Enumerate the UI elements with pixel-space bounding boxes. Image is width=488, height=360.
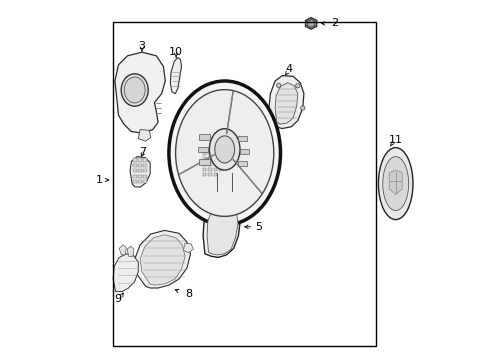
Ellipse shape (175, 90, 273, 216)
Text: 2: 2 (330, 18, 337, 28)
Bar (133, 169, 136, 172)
Bar (208, 173, 211, 176)
Text: 7: 7 (139, 147, 146, 157)
Bar (213, 152, 217, 155)
Polygon shape (138, 130, 151, 141)
Polygon shape (140, 235, 185, 285)
Bar (203, 173, 206, 176)
Bar (138, 169, 141, 172)
Polygon shape (199, 148, 223, 181)
Bar (138, 158, 141, 162)
Bar (143, 180, 146, 183)
Ellipse shape (124, 77, 145, 103)
Bar (199, 159, 210, 165)
Bar (138, 164, 141, 167)
Text: 11: 11 (388, 135, 402, 145)
Bar (218, 162, 222, 166)
Polygon shape (170, 58, 181, 94)
Bar (133, 175, 136, 178)
Ellipse shape (300, 106, 305, 110)
Polygon shape (268, 76, 303, 129)
Bar (213, 162, 217, 166)
Bar (133, 158, 136, 162)
Bar (143, 169, 146, 172)
Bar (208, 162, 211, 166)
Polygon shape (119, 245, 126, 255)
Text: 4: 4 (285, 64, 292, 74)
Bar (203, 162, 206, 166)
Text: 6: 6 (224, 152, 231, 162)
Bar (238, 161, 247, 166)
Ellipse shape (168, 81, 280, 225)
Bar (138, 175, 141, 178)
Text: 3: 3 (138, 41, 145, 51)
Ellipse shape (382, 157, 408, 211)
Bar (113, 22, 375, 346)
Bar (238, 136, 247, 141)
Polygon shape (206, 202, 238, 255)
Bar (213, 173, 217, 176)
Ellipse shape (209, 129, 240, 170)
Bar (203, 152, 206, 155)
Polygon shape (388, 170, 401, 194)
Text: 5: 5 (255, 222, 262, 232)
Ellipse shape (121, 74, 148, 106)
Polygon shape (115, 52, 165, 133)
Bar (143, 175, 146, 178)
Bar (218, 168, 222, 171)
Bar (213, 168, 217, 171)
Polygon shape (183, 243, 193, 253)
Ellipse shape (378, 148, 412, 220)
Polygon shape (127, 246, 134, 256)
Ellipse shape (214, 136, 234, 163)
Ellipse shape (276, 83, 280, 87)
Bar (143, 158, 146, 162)
Ellipse shape (295, 84, 299, 88)
Bar (240, 149, 249, 154)
Bar (203, 168, 206, 171)
Bar (133, 164, 136, 167)
Bar (213, 157, 217, 160)
Bar (197, 147, 208, 152)
Bar (203, 157, 206, 160)
Text: 10: 10 (169, 47, 183, 57)
Bar (133, 180, 136, 183)
Bar (138, 180, 141, 183)
Bar (199, 134, 210, 140)
Bar (218, 157, 222, 160)
Text: 8: 8 (185, 289, 192, 299)
Bar (218, 152, 222, 155)
Polygon shape (203, 198, 240, 257)
Polygon shape (307, 19, 314, 27)
Bar (208, 152, 211, 155)
Text: 1: 1 (96, 175, 103, 185)
Polygon shape (113, 254, 138, 292)
Bar (208, 168, 211, 171)
Text: 9: 9 (114, 294, 121, 304)
Polygon shape (305, 18, 316, 29)
Bar (208, 157, 211, 160)
Polygon shape (130, 157, 150, 187)
Polygon shape (134, 230, 190, 288)
Polygon shape (275, 83, 297, 124)
Bar (143, 164, 146, 167)
